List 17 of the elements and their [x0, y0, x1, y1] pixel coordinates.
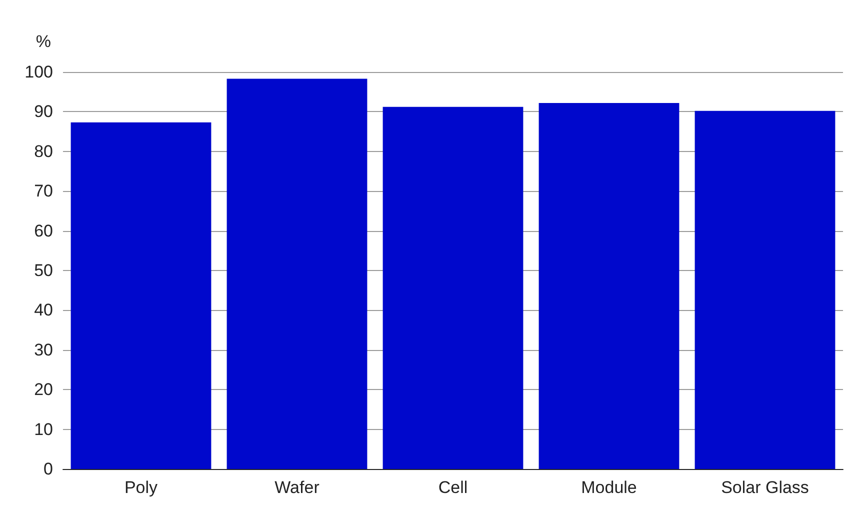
- y-axis-title: %: [36, 32, 51, 51]
- y-tick-label: 0: [44, 460, 53, 478]
- x-tick-label: Cell: [438, 478, 468, 497]
- y-tick-label: 20: [34, 380, 53, 400]
- y-tick-label: 90: [34, 102, 53, 122]
- x-tick-label: Solar Glass: [721, 478, 809, 497]
- y-tick-label: 70: [34, 182, 53, 201]
- y-tick-label: 40: [34, 300, 53, 320]
- y-tick-label: 80: [34, 142, 53, 161]
- y-tick-label: 50: [34, 261, 53, 280]
- y-tick-label: 30: [34, 340, 53, 360]
- y-tick-label: 60: [34, 221, 53, 240]
- x-tick-label: Poly: [124, 478, 158, 497]
- y-tick-label: 100: [24, 62, 53, 82]
- x-tick-label: Wafer: [274, 478, 320, 497]
- x-tick-label: Module: [581, 478, 637, 497]
- y-tick-label: 10: [34, 420, 53, 439]
